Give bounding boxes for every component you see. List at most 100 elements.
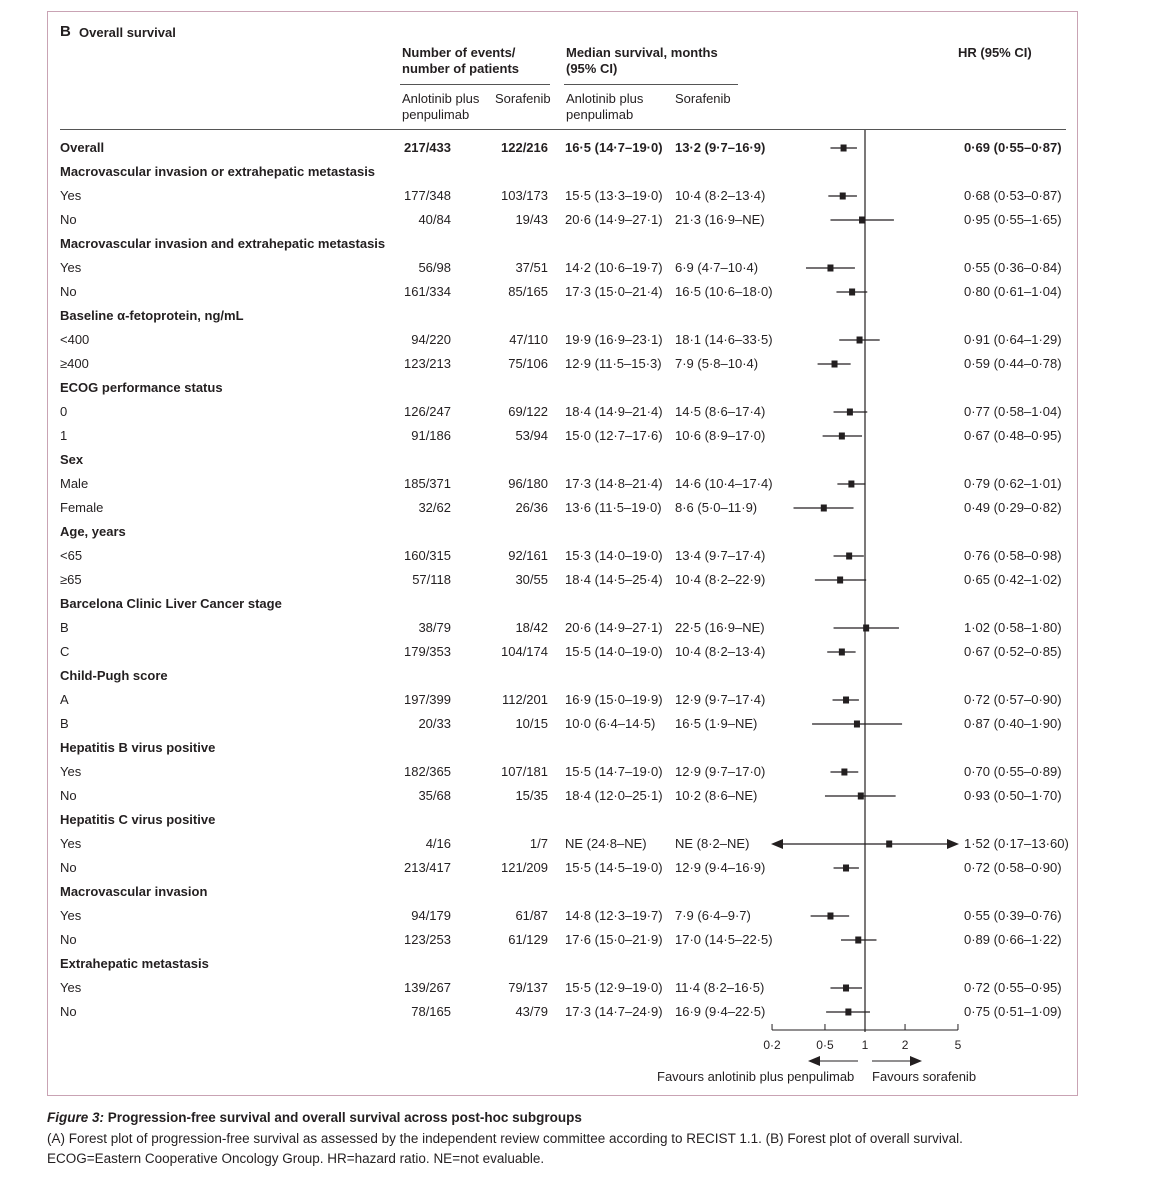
hr-text: 0·79 (0·62–1·01) (964, 476, 1062, 491)
median-arm-b: 18·1 (14·6–33·5) (675, 332, 773, 347)
median-arm-a: 16·9 (15·0–19·9) (565, 692, 663, 707)
events-arm-b: 30/55 (515, 572, 548, 587)
row-label: Yes (60, 188, 82, 203)
median-arm-a: 15·5 (12·9–19·0) (565, 980, 663, 995)
ci-arrow-right (947, 839, 959, 849)
median-arm-a: 10·0 (6·4–14·5) (565, 716, 656, 731)
events-arm-a: 177/348 (404, 188, 451, 203)
hr-point (837, 576, 844, 584)
median-arm-b: 17·0 (14·5–22·5) (675, 932, 773, 947)
events-arm-a: 94/179 (411, 908, 451, 923)
events-arm-b: 92/161 (508, 548, 548, 563)
median-arm-a: 14·8 (12·3–19·7) (565, 908, 663, 923)
events-arm-a: 160/315 (404, 548, 451, 563)
events-arm-a: 123/213 (404, 356, 451, 371)
events-header: Number of events/ number of patients (402, 45, 520, 76)
hr-point (843, 864, 850, 872)
events-arm-b: 1/7 (529, 836, 548, 851)
row-label: <400 (60, 332, 90, 347)
events-arm-b: 37/51 (515, 260, 548, 275)
row-label: 1 (60, 428, 68, 443)
figure-frame (47, 11, 1078, 1096)
row-label: No (60, 1004, 77, 1019)
median-arm-a: 15·3 (14·0–19·0) (565, 548, 663, 563)
row-label: C (60, 644, 70, 659)
caption-title-prefix: Figure 3: (47, 1110, 105, 1125)
events-arm-a: 213/417 (404, 860, 451, 875)
median-arm-a: 17·6 (15·0–21·9) (565, 932, 663, 947)
median-arm-b: 10·6 (8·9–17·0) (675, 428, 766, 443)
median-arm-b: 11·4 (8·2–16·5) (675, 980, 765, 995)
median-arm-b: 13·4 (9·7–17·4) (675, 548, 766, 563)
events-arm-a: 38/79 (418, 620, 451, 635)
median-arm-a: 14·2 (10·6–19·7) (565, 260, 663, 275)
hr-point (839, 192, 846, 200)
median-arm-a: 16·5 (14·7–19·0) (565, 140, 663, 155)
median-arm-a: 15·5 (14·0–19·0) (565, 644, 663, 659)
hr-point (820, 504, 827, 512)
events-arm-b: 96/180 (508, 476, 548, 491)
hr-point (841, 768, 848, 776)
events-arm-a: 179/353 (404, 644, 451, 659)
hr-point (846, 552, 853, 560)
hr-point (849, 288, 856, 296)
median-arm-a: 12·9 (11·5–15·3) (565, 356, 662, 371)
row-label: Overall (60, 140, 105, 155)
events-arm-b: 104/174 (501, 644, 548, 659)
hr-text: 0·49 (0·29–0·82) (964, 500, 1062, 515)
median-arm-a: 15·0 (12·7–17·6) (565, 428, 663, 443)
row-label: Male (60, 476, 89, 491)
events-arm-b: 61/87 (515, 908, 548, 923)
hr-text: 0·69 (0·55–0·87) (964, 140, 1062, 155)
hr-point (827, 264, 834, 272)
median-arm-b: 6·9 (4·7–10·4) (675, 260, 759, 275)
median-arm-b: 7·9 (6·4–9·7) (675, 908, 751, 923)
events-arm-a: 217/433 (404, 140, 451, 155)
subgroup-header: Baseline α-fetoprotein, ng/mL (60, 308, 244, 323)
hr-point (840, 144, 847, 152)
favours-left-arrow-icon (808, 1056, 820, 1066)
row-label: No (60, 212, 77, 227)
events-arm-a: 185/371 (404, 476, 451, 491)
row-label: No (60, 788, 77, 803)
hr-point (843, 696, 850, 704)
row-label: No (60, 860, 77, 875)
events-arm-b: 107/181 (501, 764, 548, 779)
hr-text: 0·55 (0·39–0·76) (964, 908, 1062, 923)
events-arm-a: 78/165 (411, 1004, 451, 1019)
row-label: Yes (60, 980, 82, 995)
subgroup-header: Hepatitis C virus positive (60, 812, 216, 827)
hr-point (848, 480, 855, 488)
subgroup-header: Hepatitis B virus positive (60, 740, 216, 755)
events-arm-a: 161/334 (404, 284, 451, 299)
hr-header: HR (95% CI) (958, 45, 1032, 60)
caption-line-2: ECOG=Eastern Cooperative Oncology Group.… (47, 1151, 545, 1166)
median-arm-b: 14·6 (10·4–17·4) (675, 476, 773, 491)
ci-arrow-left (771, 839, 783, 849)
events-arm-a: 35/68 (418, 788, 451, 803)
favours-left-label: Favours anlotinib plus penpulimab (657, 1069, 855, 1084)
hr-point (843, 984, 850, 992)
events-header-rule (400, 84, 550, 85)
median-arm-b-header: Sorafenib (675, 91, 731, 106)
x-tick-label: 1 (862, 1038, 869, 1052)
events-arm-b: 61/129 (508, 932, 548, 947)
events-arm-a: 20/33 (418, 716, 451, 731)
median-arm-b: 7·9 (5·8–10·4) (675, 356, 759, 371)
events-arm-b: 18/42 (515, 620, 548, 635)
subgroup-header: Macrovascular invasion and extrahepatic … (60, 236, 386, 251)
hr-point (863, 624, 870, 632)
events-arm-a: 123/253 (404, 932, 451, 947)
hr-text: 0·70 (0·55–0·89) (964, 764, 1062, 779)
median-arm-b: 12·9 (9·4–16·9) (675, 860, 766, 875)
median-arm-a: 15·5 (14·5–19·0) (565, 860, 663, 875)
median-arm-a: 17·3 (15·0–21·4) (565, 284, 663, 299)
median-arm-a: 15·5 (14·7–19·0) (565, 764, 663, 779)
median-arm-b: 16·9 (9·4–22·5) (675, 1004, 766, 1019)
row-label: Yes (60, 764, 82, 779)
events-arm-a: 32/62 (418, 500, 451, 515)
events-arm-b: 43/79 (515, 1004, 548, 1019)
median-arm-b: 10·4 (8·2–13·4) (675, 644, 766, 659)
hr-point (838, 432, 845, 440)
